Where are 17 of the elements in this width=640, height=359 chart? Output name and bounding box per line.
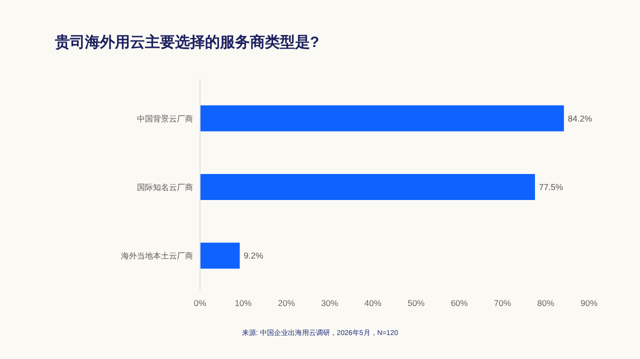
tick-label: 60% (450, 298, 468, 308)
value-label: 84.2% (568, 113, 592, 124)
tick-label: 10% (234, 298, 252, 308)
tick-label: 70% (494, 298, 512, 308)
tick-label: 20% (278, 298, 295, 308)
tick-label: 0% (194, 298, 206, 308)
title: 贵司海外用云主要选择的服务商类型是? (55, 34, 320, 51)
tick-label: 50% (408, 298, 425, 308)
value-label: 77.5% (538, 182, 564, 192)
tick-label: 80% (537, 298, 554, 308)
category-label: 国际知名云厂商 (137, 183, 193, 192)
tick-label: 40% (364, 298, 382, 308)
value-label: 9.2% (244, 250, 264, 261)
category-label: 中国背景云厂商 (137, 114, 193, 124)
tick-label: 90% (580, 298, 598, 308)
tick-label: 30% (321, 298, 338, 308)
category-label: 海外当地本土云厂商 (121, 252, 193, 261)
